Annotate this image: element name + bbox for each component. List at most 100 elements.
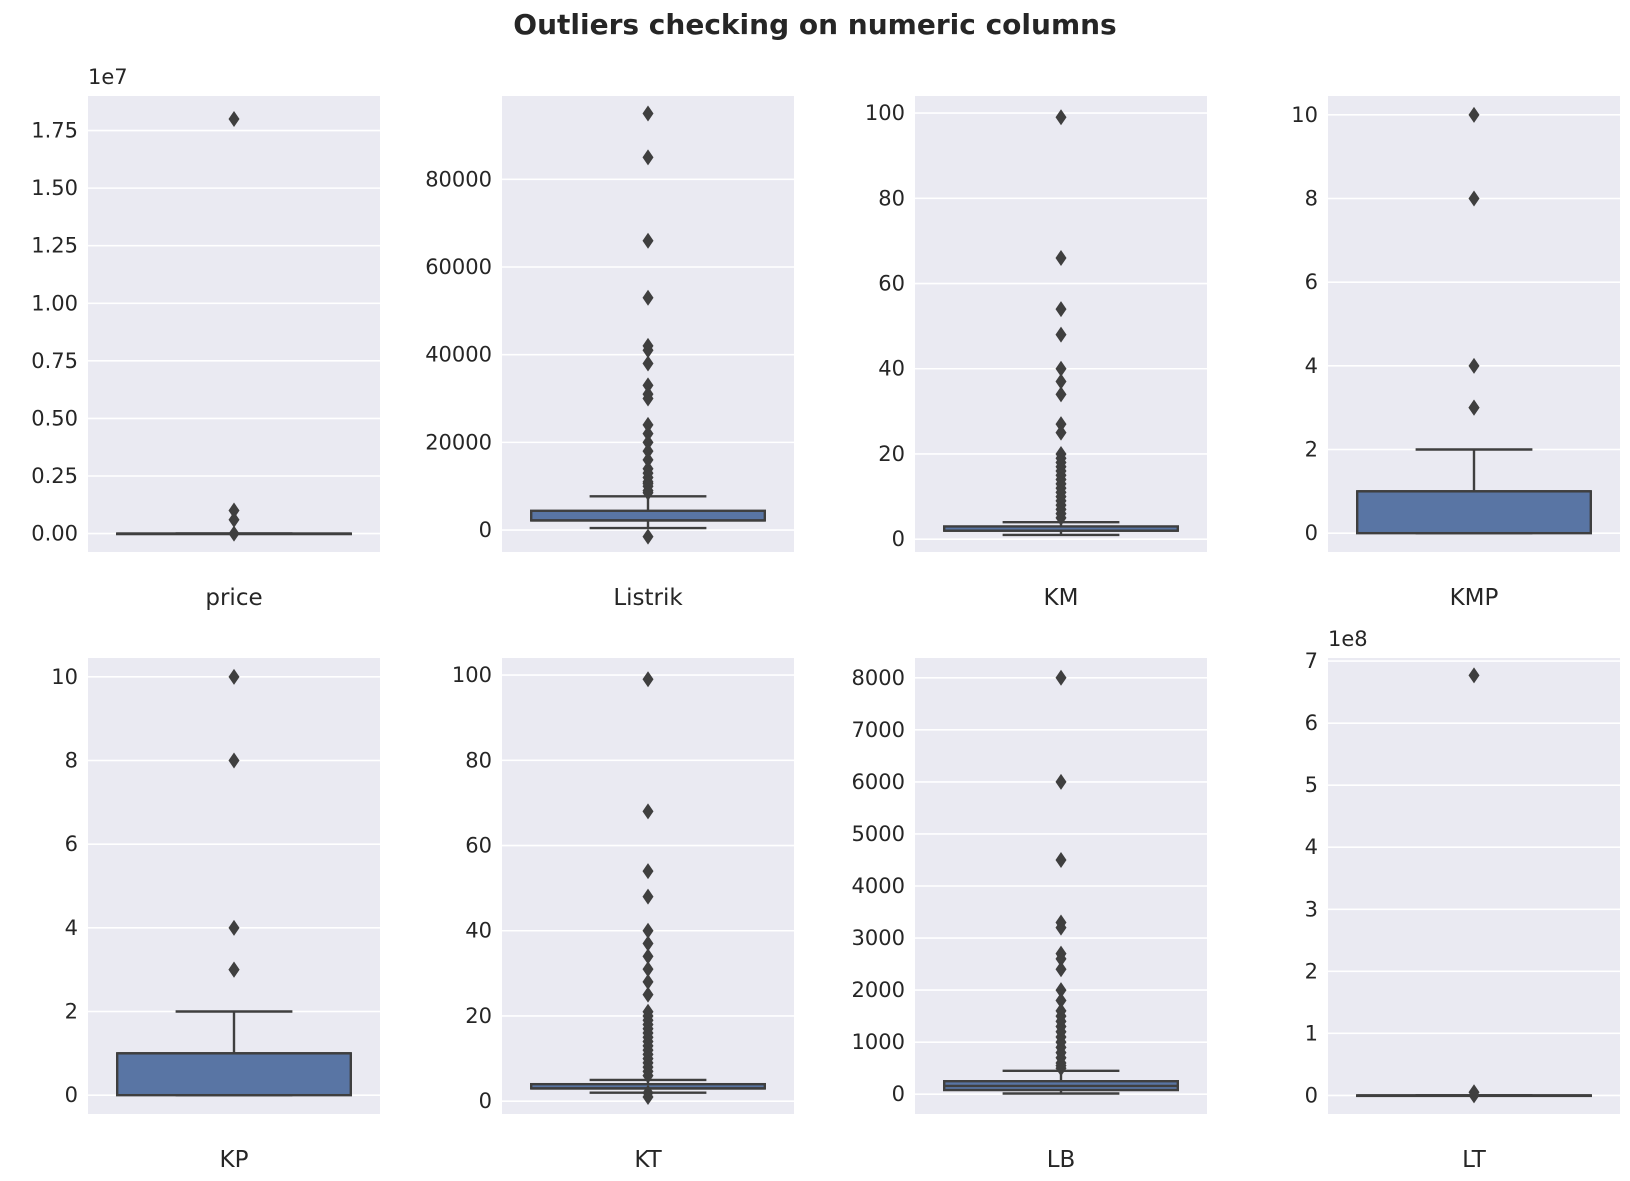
panel-kt-outlier [642, 935, 654, 952]
panel-lb-outlier [1055, 1060, 1067, 1077]
panel-listrik-tick-label: 20000 [425, 430, 492, 454]
panel-kmp-xlabel: KMP [1450, 585, 1499, 611]
panel-kp-tick-label: 8 [65, 748, 78, 772]
panel-kp-outlier [228, 668, 240, 685]
panel-km-outlier [1055, 249, 1067, 266]
panel-listrik-outlier [642, 528, 654, 545]
panel-kt-outlier [642, 863, 654, 880]
panel-lb-outlier [1055, 669, 1067, 686]
panel-kp-outlier [228, 752, 240, 769]
panel-kt-tick-label: 100 [452, 663, 492, 687]
panel-kmp-outlier [1468, 190, 1480, 207]
panel-lb-outlier [1055, 961, 1067, 978]
panel-km-outlier [1055, 424, 1067, 441]
panel-kt-tick-label: 80 [465, 748, 492, 772]
panel-kt-outlier [642, 1088, 654, 1105]
panel-km-outlier [1055, 326, 1067, 343]
panel-lb-xlabel: LB [1047, 1147, 1076, 1173]
panel-km-tick-label: 40 [878, 357, 905, 381]
panel-listrik-outlier [642, 425, 654, 442]
panel-lt-outlier [1468, 1087, 1480, 1104]
panel-lt-tick-label: 0 [1305, 1083, 1318, 1107]
panel-lb: 0 1000 2000 3000 4000 5000 6000 7000 8000 LB [852, 658, 1207, 1173]
panel-listrik-outlier [642, 105, 654, 122]
panel-listrik-outlier [642, 289, 654, 306]
panel-price-tick-label: 1.25 [31, 234, 78, 258]
panel-lb-tick-label: 8000 [852, 666, 905, 690]
panel-lb-outlier [1055, 992, 1067, 1009]
panel-lt-tick-label: 4 [1305, 835, 1318, 859]
panel-kp-xlabel: KP [220, 1147, 249, 1173]
panel-km-outlier [1055, 416, 1067, 433]
panel-km-outlier [1055, 109, 1067, 126]
panel-kmp-outlier [1468, 357, 1480, 374]
panel-price-tick-label: 0.25 [31, 464, 78, 488]
panel-listrik-tick-label: 0 [479, 518, 492, 542]
panel-price-offset-label: 1e7 [88, 65, 128, 89]
panel-price-tick-label: 0.75 [31, 349, 78, 373]
panel-lt-tick-label: 6 [1305, 711, 1318, 735]
panel-kp: 0 2 4 6 8 10 KP [51, 658, 380, 1173]
panel-kmp-tick-label: 10 [1291, 103, 1318, 127]
panel-kt-outlier [642, 1067, 654, 1084]
panel-price-tick-label: 1.50 [31, 176, 78, 200]
panel-price-tick-label: 0.00 [31, 522, 78, 546]
panel-km-outlier [1055, 386, 1067, 403]
panel-listrik-xlabel: Listrik [613, 585, 683, 611]
panel-lb-outlier [1055, 851, 1067, 868]
panel-kt-outlier [642, 922, 654, 939]
panel-price-tick-label: 1.00 [31, 291, 78, 315]
panel-km-tick-label: 80 [878, 186, 905, 210]
panel-kmp-tick-label: 6 [1305, 270, 1318, 294]
panel-lt-tick-label: 2 [1305, 959, 1318, 983]
panel-km-tick-label: 20 [878, 442, 905, 466]
panel-listrik-outlier [642, 232, 654, 249]
panel-km-outlier [1055, 373, 1067, 390]
panel-km-outlier [1055, 301, 1067, 318]
panel-kp-tick-label: 2 [65, 1000, 78, 1024]
panel-lt-tick-label: 7 [1305, 649, 1318, 673]
panel-price-outlier [228, 111, 240, 128]
panel-kp-outlier [228, 919, 240, 936]
panel-listrik-outlier [642, 377, 654, 394]
panel-price-tick-label: 0.50 [31, 406, 78, 430]
panel-kp-tick-label: 4 [65, 916, 78, 940]
panel-km: 0 20 40 60 80 100 KM [865, 96, 1207, 611]
panel-km-xlabel: KM [1044, 585, 1079, 611]
panel-lb-tick-label: 0 [892, 1082, 905, 1106]
panel-kt: 0 20 40 60 80 100 KT [452, 658, 794, 1173]
panel-listrik-outlier [642, 451, 654, 468]
panel-listrik: 0 20000 40000 60000 80000 Listrik [425, 96, 794, 611]
panel-listrik-outlier [642, 342, 654, 359]
panel-kmp-tick-label: 2 [1305, 438, 1318, 462]
panel-listrik-box [530, 509, 767, 522]
panel-lt-tick-label: 3 [1305, 897, 1318, 921]
panel-lt-tick-label: 5 [1305, 773, 1318, 797]
panel-lt-xlabel: LT [1462, 1147, 1487, 1173]
panel-lb-tick-label: 2000 [852, 978, 905, 1002]
panel-listrik-outlier [642, 484, 654, 501]
panel-lt-offset-label: 1e8 [1328, 627, 1368, 651]
panel-kmp-tick-label: 0 [1305, 521, 1318, 545]
panel-kp-tick-label: 0 [65, 1083, 78, 1107]
panel-listrik-tick-label: 40000 [425, 343, 492, 367]
panel-kp-box [115, 1052, 353, 1097]
panel-kt-outlier [642, 986, 654, 1003]
panel-lt-tick-label: 1 [1305, 1021, 1318, 1045]
panel-kp-tick-label: 10 [51, 665, 78, 689]
panel-lb-tick-label: 7000 [852, 718, 905, 742]
panel-listrik-outlier [642, 390, 654, 407]
panel-price-tick-label: 1.75 [31, 119, 78, 143]
panel-price: 0.00 0.25 0.50 0.75 1.00 1.25 1.50 1.75 1e7 price [31, 65, 380, 611]
panel-price-outlier [228, 525, 240, 542]
panel-listrik-tick-label: 80000 [425, 167, 492, 191]
panel-price-outlier [228, 502, 240, 519]
panel-kmp-tick-label: 8 [1305, 186, 1318, 210]
panel-lb-tick-label: 1000 [852, 1030, 905, 1054]
panel-price-outlier [228, 511, 240, 528]
figure-title: Outliers checking on numeric columns [513, 8, 1117, 41]
panel-lb-outlier [1055, 950, 1067, 967]
panel-kmp-tick-label: 4 [1305, 354, 1318, 378]
panel-lb-tick-label: 3000 [852, 926, 905, 950]
